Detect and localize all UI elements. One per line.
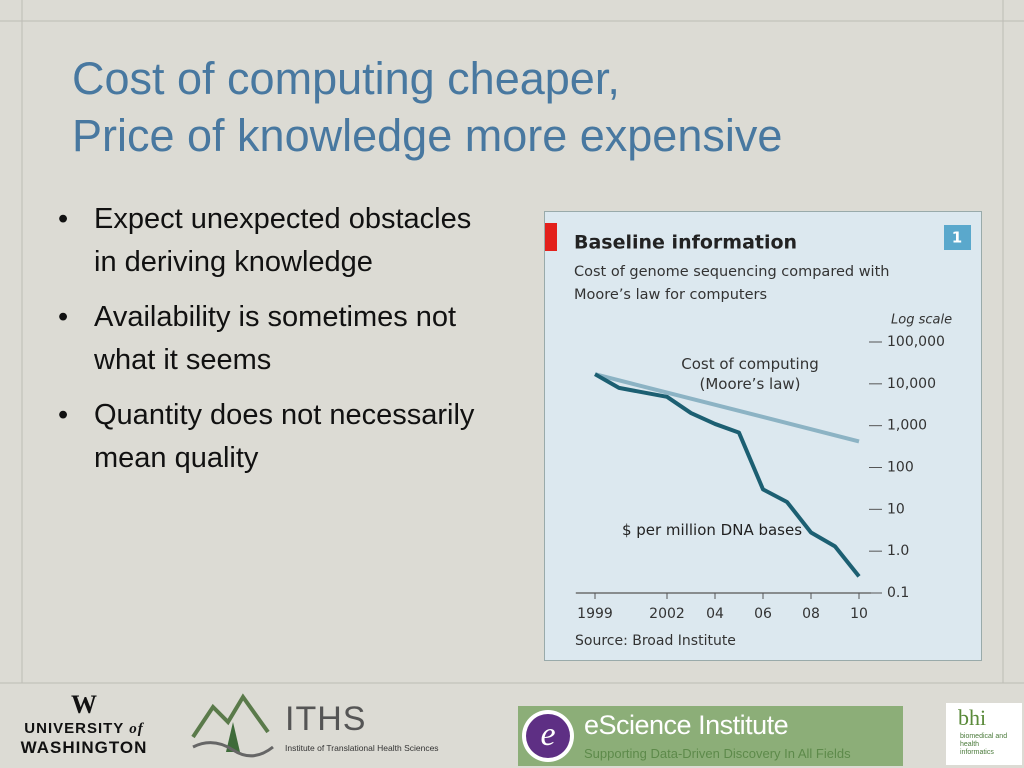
uw-mark: W <box>71 690 97 719</box>
bhi-sub: biomedical and health informatics <box>960 733 1008 756</box>
escience-logo: e eScience Institute Supporting Data-Dri… <box>518 706 903 766</box>
red-tab <box>545 223 557 251</box>
uw-text: WASHINGTON <box>20 738 148 757</box>
badge-box <box>944 225 971 250</box>
uw-line: UNIVERSITY of <box>14 720 154 738</box>
series-line <box>594 372 860 444</box>
svg-text:e: e <box>540 716 555 753</box>
title-line: Cost of computing cheaper, <box>72 53 620 104</box>
iths-emblem <box>191 693 274 758</box>
y-tick-label: 10 <box>887 501 905 517</box>
title-line: Price of knowledge more expensive <box>72 110 783 161</box>
escience-name: eScience Institute <box>584 710 789 740</box>
chart-title: Baseline information <box>574 232 797 254</box>
chart-panel: 1 Baseline information Log scale Source:… <box>544 211 982 661</box>
x-tick-label: 04 <box>706 606 724 622</box>
x-tick-label: 10 <box>850 606 868 622</box>
series-line <box>594 372 861 578</box>
badge: 1 <box>952 229 962 247</box>
y-tick-label: 10,000 <box>887 376 936 392</box>
bullet: Quantity does not necessarily mean quali… <box>58 394 498 480</box>
y-tick-label: 100 <box>887 460 914 476</box>
bullet-list: Expect unexpected obstacles in deriving … <box>58 198 498 492</box>
bullet: Availability is sometimes not what it se… <box>58 296 498 382</box>
x-tick-label: 2002 <box>649 606 685 622</box>
uw-logo: W UNIVERSITY of WASHINGTON <box>14 690 154 758</box>
iths-name: ITHS <box>285 700 367 738</box>
chart: 1 Baseline information Log scale Source:… <box>545 223 971 649</box>
uw-of: of <box>129 721 144 737</box>
escience-sub: Supporting Data-Driven Discovery In All … <box>584 746 851 761</box>
bullet: Expect unexpected obstacles in deriving … <box>58 198 498 284</box>
x-tick-label: 1999 <box>577 606 613 622</box>
uw-text: UNIVERSITY <box>24 720 125 737</box>
series-label: $ per million DNA bases <box>621 521 803 539</box>
scale-note: Log scale <box>891 313 952 328</box>
chart-subtitle: Cost of genome sequencing compared with … <box>574 264 890 303</box>
x-tick-label: 06 <box>754 606 772 622</box>
bhi-logo: bhi biomedical and health informatics <box>946 703 1022 765</box>
x-tick-label: 08 <box>802 606 820 622</box>
iths-sub: Institute of Translational Health Scienc… <box>285 743 439 753</box>
bhi-name: bhi <box>958 705 987 730</box>
source: Source: Broad Institute <box>575 633 736 649</box>
escience-emblem: e <box>522 710 574 762</box>
y-tick-label: 1.0 <box>887 543 909 559</box>
y-tick-label: 1,000 <box>887 418 927 434</box>
slide-title: Cost of computing cheaper, Price of know… <box>72 50 782 164</box>
series-label: Cost of computing (Moore’s law) <box>681 355 819 393</box>
y-tick-label: 0.1 <box>887 585 909 601</box>
y-tick-label: 100,000 <box>887 334 945 350</box>
